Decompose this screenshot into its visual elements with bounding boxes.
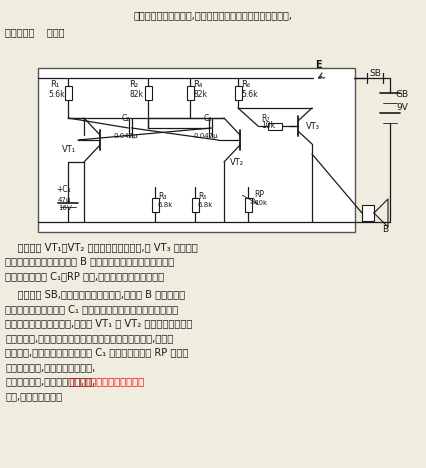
Text: 5.6k: 5.6k (48, 90, 65, 99)
Bar (268, 123, 282, 130)
Bar (152, 197, 158, 212)
Text: R₅: R₅ (198, 192, 207, 201)
Text: 10k: 10k (254, 200, 267, 206)
Text: R₄: R₄ (193, 80, 202, 89)
Text: 极管截止,多谐振荡器停振。电容 C₁ 开始通过电位器 RP 放电。: 极管截止,多谐振荡器停振。电容 C₁ 开始通过电位器 RP 放电。 (5, 348, 188, 358)
Text: 6.8k: 6.8k (158, 202, 173, 208)
Text: 10k: 10k (261, 121, 275, 130)
Text: 该电子门铃的音调丰富,可用于门铃、声音模拟器、报警器等,: 该电子门铃的音调丰富,可用于门铃、声音模拟器、报警器等, (133, 10, 293, 20)
Text: 很快,多谐振荡器又重新开始: 很快,多谐振荡器又重新开始 (70, 376, 145, 387)
Text: 9V: 9V (396, 103, 408, 112)
Text: C₂: C₂ (122, 114, 130, 123)
Bar (234, 86, 242, 100)
Text: 由三极管 VT₁、VT₂ 组成自激多谐振荡器,由 VT₃ 组成功率: 由三极管 VT₁、VT₂ 组成自激多谐振荡器,由 VT₃ 组成功率 (5, 242, 198, 252)
Text: 0.047μ: 0.047μ (114, 133, 138, 139)
Text: RP: RP (254, 190, 264, 199)
Text: 极管充电。随着电容充电,三极管 VT₁ 和 VT₂ 基极和发射极之间: 极管充电。随着电容充电,三极管 VT₁ 和 VT₂ 基极和发射极之间 (5, 319, 193, 329)
Text: R₃: R₃ (158, 192, 167, 201)
Text: 5.6k: 5.6k (241, 90, 258, 99)
Text: 47μ: 47μ (58, 197, 72, 203)
Text: 随着电容放电,电容上的电压下降,: 随着电容放电,电容上的电压下降, (5, 376, 95, 387)
Text: 音调的声音。同时电容 C₁ 开始通过轮流导通的多谐振荡器的三: 音调的声音。同时电容 C₁ 开始通过轮流导通的多谐振荡器的三 (5, 304, 178, 314)
Text: 的偏压减小,多谐振荡器的振荡频率增大。经过一定时间,两个三: 的偏压减小,多谐振荡器的振荡频率增大。经过一定时间,两个三 (5, 333, 173, 343)
Text: 随着电容放电,电容上的电压下降,: 随着电容放电,电容上的电压下降, (5, 362, 95, 372)
Bar (187, 86, 193, 100)
Bar (245, 197, 251, 212)
Text: 82k: 82k (129, 90, 143, 99)
Text: 按下按钮 SB,电源加在多谐振荡器上,扬声器 B 便发出一定: 按下按钮 SB,电源加在多谐振荡器上,扬声器 B 便发出一定 (5, 290, 185, 300)
Bar (192, 197, 199, 212)
Bar (38, 68, 355, 232)
Text: 0.047μ: 0.047μ (194, 133, 219, 139)
Text: R₆: R₆ (241, 80, 250, 89)
Text: +C₁: +C₁ (56, 185, 71, 194)
Text: R₇: R₇ (261, 114, 269, 123)
Text: 其电路如图    所示。: 其电路如图 所示。 (5, 27, 64, 37)
Text: C₃: C₃ (204, 114, 213, 123)
Text: VT₁: VT₁ (62, 145, 76, 154)
Text: R₂: R₂ (129, 80, 138, 89)
Bar (144, 86, 152, 100)
Text: 82k: 82k (193, 90, 207, 99)
Bar (64, 86, 72, 100)
Text: 放大器。音频信号由扬声器 B 发出。在多谐振荡器两三极管的: 放大器。音频信号由扬声器 B 发出。在多谐振荡器两三极管的 (5, 256, 174, 266)
Text: R₁: R₁ (50, 80, 59, 89)
Text: 工作,重复上述过程。: 工作,重复上述过程。 (5, 391, 62, 401)
Text: VT₂: VT₂ (230, 158, 244, 167)
Text: B: B (382, 225, 388, 234)
Text: 发射极回路接入 C₁、RP 电路,以保证频率平稳地变化。: 发射极回路接入 C₁、RP 电路,以保证频率平稳地变化。 (5, 271, 164, 281)
Text: VT₃: VT₃ (306, 122, 320, 131)
Text: 16V: 16V (58, 205, 72, 211)
Text: SB: SB (369, 69, 381, 78)
Text: E: E (315, 60, 321, 70)
Bar (362, 205, 374, 221)
Text: 6.8k: 6.8k (198, 202, 213, 208)
Text: GB: GB (396, 90, 409, 99)
